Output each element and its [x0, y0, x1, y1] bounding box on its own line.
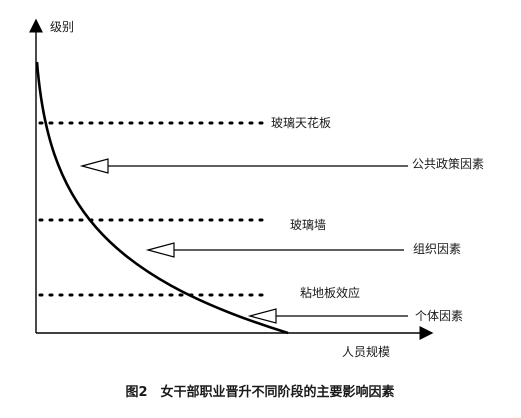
level-label-glass-wall: 玻璃墙 — [290, 218, 326, 232]
factor-label-public-policy: 公共政策因素 — [412, 157, 484, 171]
y-axis-label: 级别 — [50, 20, 74, 34]
figure-caption: 图2 女干部职业晋升不同阶段的主要影响因素 — [125, 384, 394, 400]
x-axis-label: 人员规模 — [342, 344, 390, 359]
decline-curve — [35, 61, 289, 335]
level-label-sticky-floor: 粘地板效应 — [300, 285, 360, 300]
factor-label-individual: 个体因素 — [415, 309, 463, 323]
level-label-glass-ceiling: 玻璃天花板 — [271, 115, 331, 130]
factor-arrow-public-policy — [79, 158, 408, 174]
factor-arrow-individual — [247, 308, 408, 324]
factor-label-organization: 组织因素 — [413, 242, 461, 256]
factor-arrow-organization — [145, 242, 404, 258]
